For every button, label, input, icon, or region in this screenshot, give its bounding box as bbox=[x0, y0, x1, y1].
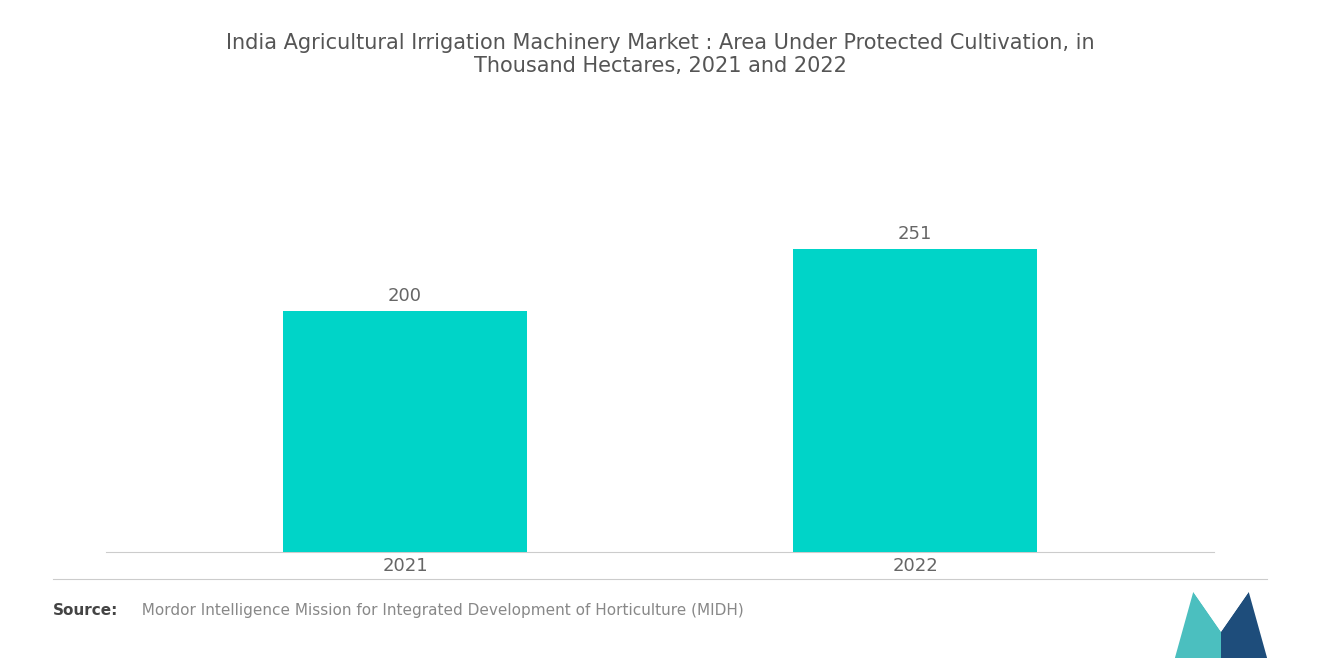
Text: 251: 251 bbox=[898, 225, 932, 243]
Polygon shape bbox=[1175, 592, 1221, 658]
Text: 200: 200 bbox=[388, 287, 422, 305]
Polygon shape bbox=[1193, 592, 1249, 632]
Text: India Agricultural Irrigation Machinery Market : Area Under Protected Cultivatio: India Agricultural Irrigation Machinery … bbox=[226, 33, 1094, 76]
Polygon shape bbox=[1221, 592, 1267, 658]
Text: Mordor Intelligence Mission for Integrated Development of Horticulture (MIDH): Mordor Intelligence Mission for Integrat… bbox=[132, 603, 743, 618]
Bar bbox=[793, 249, 1038, 552]
Bar bbox=[282, 311, 527, 552]
Text: Source:: Source: bbox=[53, 603, 119, 618]
